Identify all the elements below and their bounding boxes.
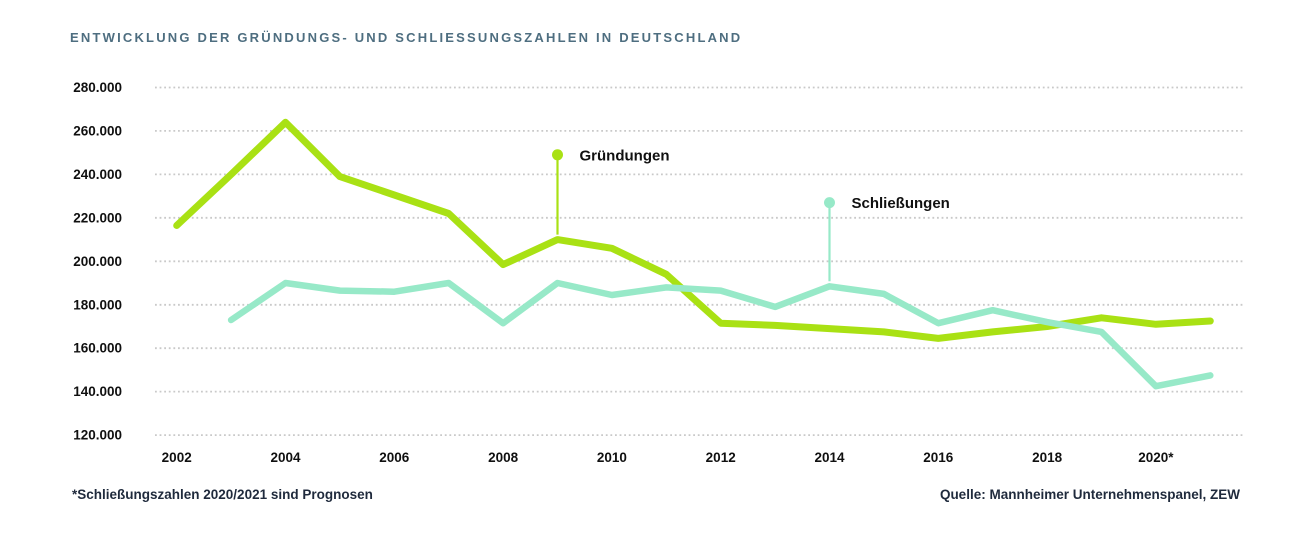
series-line-schliessungen — [227, 279, 1214, 390]
x-tick-label: 2020* — [1138, 450, 1174, 465]
chart-title: ENTWICKLUNG DER GRÜNDUNGS- UND SCHLIESSU… — [70, 30, 743, 45]
y-tick-label: 160.000 — [73, 341, 122, 356]
y-tick-label: 140.000 — [73, 384, 122, 399]
x-tick-label: 2010 — [597, 450, 627, 465]
footnote: *Schließungszahlen 2020/2021 sind Progno… — [72, 487, 373, 502]
x-tick-label: 2018 — [1032, 450, 1063, 465]
source-credit: Quelle: Mannheimer Unternehmenspanel, ZE… — [939, 487, 1240, 502]
y-tick-label: 180.000 — [73, 297, 122, 312]
x-tick-label: 2016 — [923, 450, 954, 465]
x-tick-label: 2012 — [706, 450, 736, 465]
y-tick-label: 280.000 — [73, 80, 122, 95]
series-line-gruendungen — [173, 118, 1214, 342]
x-tick-label: 2004 — [270, 450, 301, 465]
y-tick-label: 220.000 — [73, 210, 122, 225]
x-tick-label: 2008 — [488, 450, 519, 465]
y-tick-label: 120.000 — [73, 428, 122, 443]
x-tick-label: 2014 — [814, 450, 845, 465]
legend-label-schliessungen: Schließungen — [852, 195, 950, 212]
x-tick-label: 2002 — [162, 450, 192, 465]
x-tick-label: 2006 — [379, 450, 410, 465]
y-tick-label: 240.000 — [73, 167, 122, 182]
legend-dot-schliessungen — [824, 197, 835, 209]
legend-dot-gruendungen — [552, 149, 563, 161]
y-tick-label: 200.000 — [73, 254, 122, 269]
y-tick-label: 260.000 — [73, 123, 122, 138]
legend-label-gruendungen: Gründungen — [580, 147, 670, 164]
